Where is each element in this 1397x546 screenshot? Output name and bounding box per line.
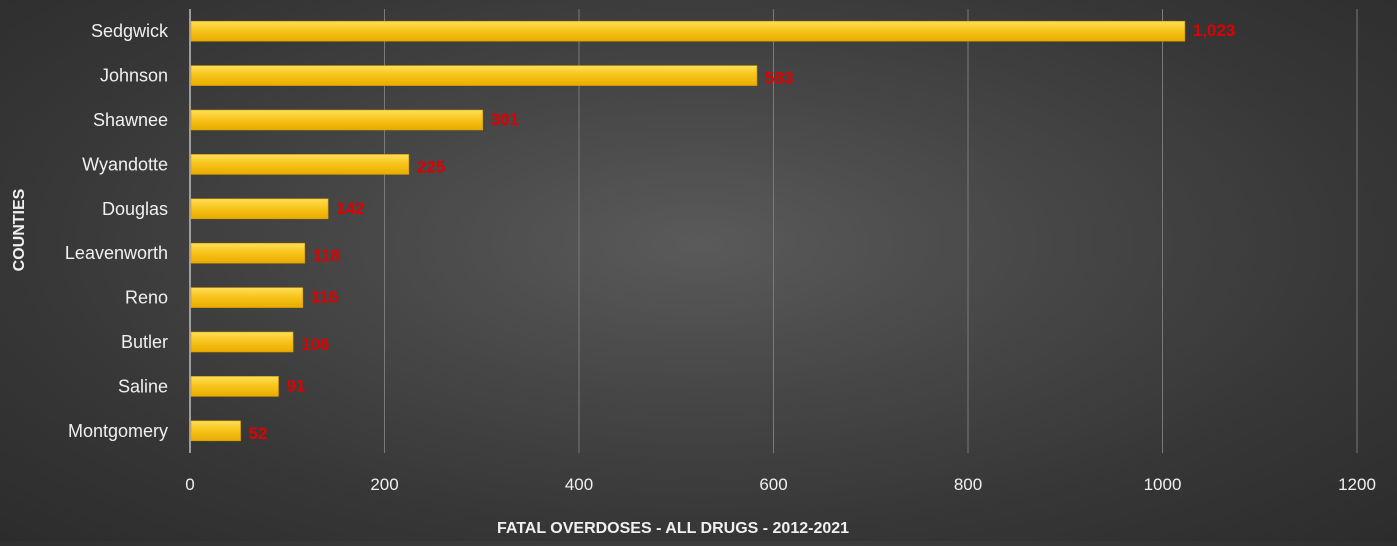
category-label: Montgomery [68, 421, 168, 441]
data-label: 118 [313, 246, 340, 265]
data-label: 91 [286, 376, 305, 395]
x-tick-label: 1200 [1338, 475, 1376, 494]
category-label: Saline [118, 376, 168, 396]
bar [190, 109, 484, 131]
category-label: Sedgwick [91, 21, 169, 41]
data-label: 142 [336, 199, 364, 218]
bar [190, 198, 329, 220]
data-label: 225 [417, 157, 445, 176]
category-label: Douglas [102, 199, 168, 219]
bar [190, 331, 294, 353]
data-label: 583 [765, 69, 793, 88]
x-tick-label: 1000 [1144, 475, 1182, 494]
data-label: 116 [311, 288, 338, 307]
x-tick-label: 800 [954, 475, 982, 494]
data-label: 52 [249, 424, 268, 443]
bar [190, 376, 279, 397]
y-axis-title: COUNTIES [11, 188, 28, 271]
data-label: 1,023 [1193, 21, 1236, 40]
category-label: Butler [121, 332, 168, 352]
category-label: Leavenworth [65, 243, 168, 263]
x-axis-title: FATAL OVERDOSES - ALL DRUGS - 2012-2021 [497, 520, 849, 537]
bar [190, 287, 304, 308]
category-label: Wyandotte [82, 154, 168, 174]
data-label: 106 [301, 335, 329, 354]
x-tick-label: 0 [185, 475, 194, 494]
x-tick-label: 400 [565, 475, 593, 494]
bar [190, 242, 306, 264]
category-label: Johnson [100, 66, 168, 86]
x-tick-label: 600 [759, 475, 787, 494]
bar [190, 65, 758, 86]
category-label: Reno [125, 288, 168, 308]
bars [190, 20, 1186, 442]
data-label: 301 [491, 110, 519, 129]
bar [190, 154, 410, 175]
labels: 0 200 400 600 800 1000 1200 Sedgwick 1,023 Johnso… [65, 21, 1376, 494]
bar [190, 420, 241, 442]
x-tick-label: 200 [370, 475, 398, 494]
bar [190, 20, 1186, 42]
category-label: Shawnee [93, 110, 168, 130]
